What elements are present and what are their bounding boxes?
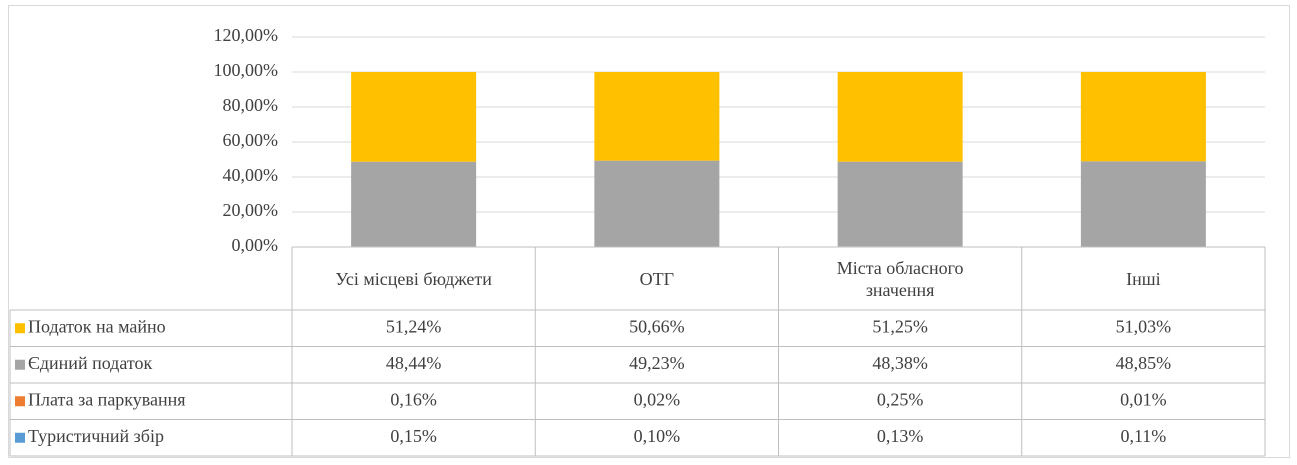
data-table-value: 48,85%: [1116, 353, 1172, 373]
legend-key: [15, 396, 25, 407]
legend-label: Єдиний податок: [28, 353, 152, 373]
y-tick-label: 20,00%: [223, 200, 279, 220]
y-tick-label: 60,00%: [223, 130, 279, 150]
data-table-value: 0,13%: [877, 426, 924, 446]
data-table-value: 0,16%: [390, 389, 437, 409]
data-table-value: 0,25%: [877, 389, 924, 409]
legend-key: [15, 359, 25, 370]
legend-label: Плата за паркування: [28, 389, 186, 409]
legend-key: [15, 323, 25, 334]
y-tick-label: 120,00%: [214, 25, 279, 45]
x-tick-label: Усі місцеві бюджети: [335, 268, 492, 289]
bar-segment: [594, 160, 720, 247]
data-table-value: 51,03%: [1116, 316, 1172, 336]
x-tick-label: Інші: [1126, 268, 1161, 289]
x-tick-label: ОТГ: [639, 268, 675, 289]
data-table-value: 48,44%: [386, 353, 442, 373]
data-table-value: 49,23%: [629, 353, 685, 373]
legend-label: Туристичний збір: [28, 426, 164, 446]
bar-segment: [594, 71, 720, 161]
bar-segment: [1080, 161, 1206, 247]
data-table-value: 0,01%: [1120, 389, 1167, 409]
bar-segment: [1080, 72, 1206, 162]
y-tick-label: 100,00%: [214, 60, 279, 80]
bar-segment: [837, 161, 963, 247]
y-tick-label: 0,00%: [232, 235, 279, 255]
bar-segment: [837, 71, 963, 162]
data-table-value: 51,25%: [872, 316, 928, 336]
data-table-value: 51,24%: [386, 316, 442, 336]
y-tick-label: 80,00%: [223, 95, 279, 115]
legend-label: Податок на майно: [28, 316, 166, 336]
data-table-value: 0,02%: [634, 389, 681, 409]
data-table-value: 0,10%: [634, 426, 681, 446]
data-table-value: 48,38%: [872, 353, 928, 373]
bar-segment: [351, 161, 477, 247]
bar-segment: [351, 72, 477, 162]
data-table-value: 0,15%: [390, 426, 437, 446]
y-tick-label: 40,00%: [223, 165, 279, 185]
data-table-value: 50,66%: [629, 316, 685, 336]
data-table-value: 0,11%: [1120, 426, 1166, 446]
legend-key: [15, 432, 25, 443]
x-tick-label: Міста обласного значення: [836, 257, 964, 300]
